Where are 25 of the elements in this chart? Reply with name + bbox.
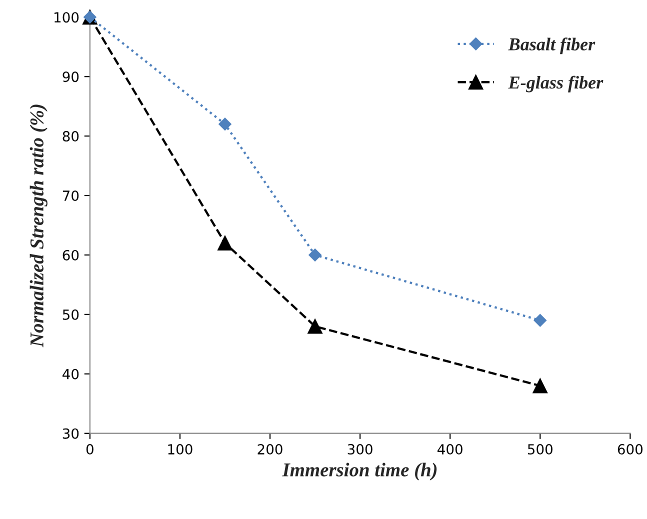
legend-label: E-glass fiber (508, 76, 604, 92)
point (218, 118, 232, 131)
x-tick-label: 400 (438, 444, 462, 455)
x-tick-label: 200 (258, 444, 282, 455)
point (534, 314, 547, 327)
y-tick-label: 100 (54, 12, 79, 23)
y-tick-label: 50 (62, 309, 79, 320)
x-axis-title: Immersion time (h) (282, 462, 437, 480)
y-tick-label: 80 (62, 131, 79, 142)
x-tick-label: 100 (168, 444, 192, 455)
x-tick-label: 500 (528, 444, 552, 455)
y-tick-label: 40 (62, 368, 79, 380)
point (532, 378, 548, 394)
x-tick-label: 600 (618, 444, 643, 455)
y-tick-label: 60 (62, 250, 79, 260)
y-axis-title: Normalized Strength ratio (%) (30, 104, 48, 348)
point (308, 248, 322, 262)
point (308, 318, 322, 334)
x-tick-label: 0 (86, 444, 94, 455)
legend-label: Basalt fiber (508, 38, 596, 54)
x-tick-label: 300 (348, 444, 372, 455)
y-tick-label: 70 (62, 190, 79, 201)
y-tick-label: 90 (62, 72, 79, 82)
point (218, 236, 232, 251)
y-tick-label: 30 (62, 428, 79, 439)
